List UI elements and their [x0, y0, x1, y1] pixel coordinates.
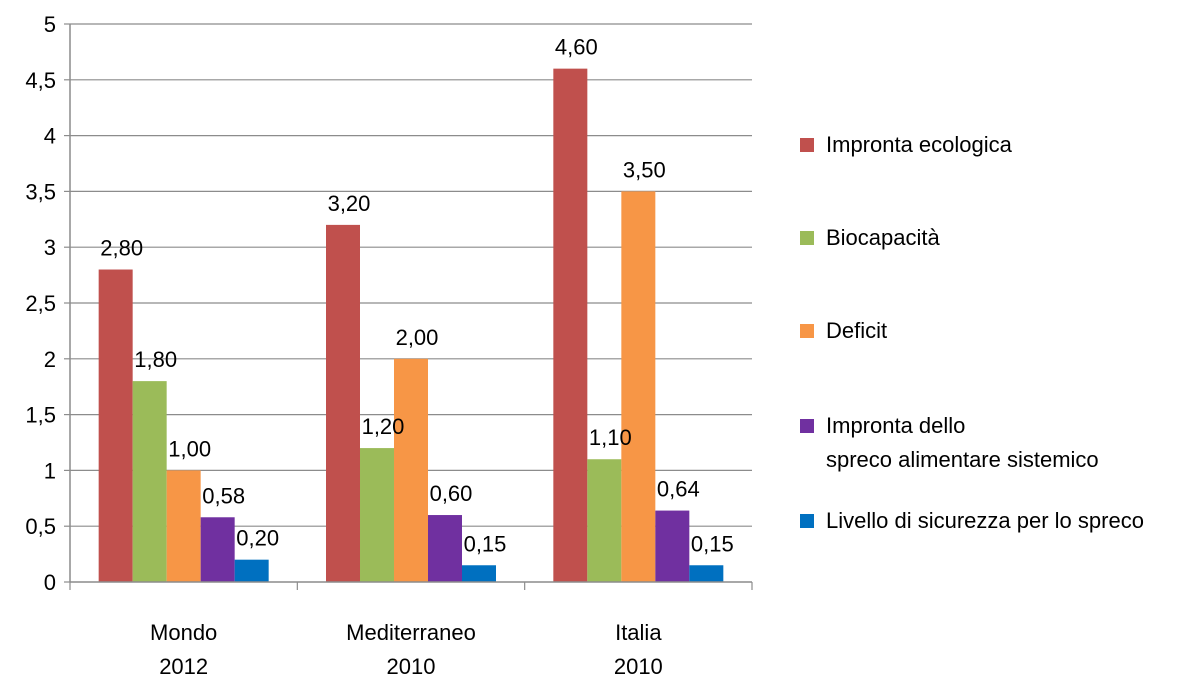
- category-label: Mediterraneo: [346, 620, 476, 645]
- legend-label: Deficit: [826, 318, 887, 343]
- y-tick-label: 2,5: [25, 291, 56, 316]
- data-labels: 2,80 1,80 1,00 0,58 0,20 3,20 1,20 2,00 0,60 0,15…: [100, 35, 733, 557]
- data-label: 1,00: [168, 436, 211, 461]
- y-tick-label: 4,5: [25, 68, 56, 93]
- legend-label: spreco alimentare sistemico: [826, 447, 1099, 472]
- bar: [689, 565, 724, 582]
- y-tick-label: 4: [44, 124, 56, 149]
- y-tick-label: 1,5: [25, 403, 56, 428]
- data-label: 0,15: [464, 531, 507, 556]
- data-label: 1,80: [134, 347, 177, 372]
- bar: [587, 459, 622, 582]
- legend-swatch: [800, 514, 814, 528]
- axes: 0 0,5 1 1,5 2 2,5 3 3,5 4 4,5 5 Mondo 2012 Mediterran…: [25, 12, 753, 679]
- legend-swatch: [800, 324, 814, 338]
- y-tick-label: 5: [44, 12, 56, 37]
- bar: [462, 565, 496, 582]
- y-tick-label: 3,5: [25, 179, 56, 204]
- y-tick-label: 3: [44, 235, 56, 260]
- bar: [326, 224, 360, 582]
- bar: [621, 191, 656, 582]
- data-label: 4,60: [555, 35, 598, 60]
- legend-swatch: [800, 138, 814, 152]
- bar: [394, 358, 428, 582]
- y-tick-label: 1: [44, 458, 56, 483]
- bar: [98, 269, 133, 582]
- bar: [428, 515, 462, 582]
- legend-swatch: [800, 419, 814, 433]
- y-tick-label: 2: [44, 347, 56, 372]
- data-label: 3,50: [623, 157, 666, 182]
- legend-label: Impronta dello: [826, 413, 965, 438]
- category-year-label: 2010: [387, 654, 436, 679]
- bar: [166, 470, 201, 582]
- data-label: 0,58: [202, 483, 245, 508]
- bar: [234, 559, 269, 582]
- bar: [553, 68, 588, 582]
- data-label: 0,15: [691, 531, 734, 556]
- category-label: Italia: [615, 620, 662, 645]
- bar: [360, 448, 394, 582]
- legend-label: Impronta ecologica: [826, 132, 1013, 157]
- data-label: 1,20: [362, 414, 405, 439]
- data-label: 1,10: [589, 425, 632, 450]
- data-label: 3,20: [328, 191, 371, 216]
- bar: [655, 510, 690, 582]
- y-tick-label: 0,5: [25, 514, 56, 539]
- bars: [98, 68, 724, 582]
- category-label: Mondo: [150, 620, 217, 645]
- data-label: 0,20: [236, 526, 279, 551]
- data-label: 2,00: [396, 325, 439, 350]
- data-label: 2,80: [100, 236, 143, 261]
- category-year-label: 2010: [614, 654, 663, 679]
- bar: [200, 517, 235, 582]
- legend-label: Livello di sicurezza per lo spreco: [826, 508, 1144, 533]
- y-tick-label: 0: [44, 570, 56, 595]
- bar: [132, 381, 167, 582]
- data-label: 0,60: [430, 481, 473, 506]
- data-label: 0,64: [657, 477, 700, 502]
- category-year-label: 2012: [159, 654, 208, 679]
- legend-swatch: [800, 231, 814, 245]
- legend-label: Biocapacità: [826, 225, 941, 250]
- legend: Impronta ecologica Biocapacità Deficit Impr…: [800, 132, 1144, 533]
